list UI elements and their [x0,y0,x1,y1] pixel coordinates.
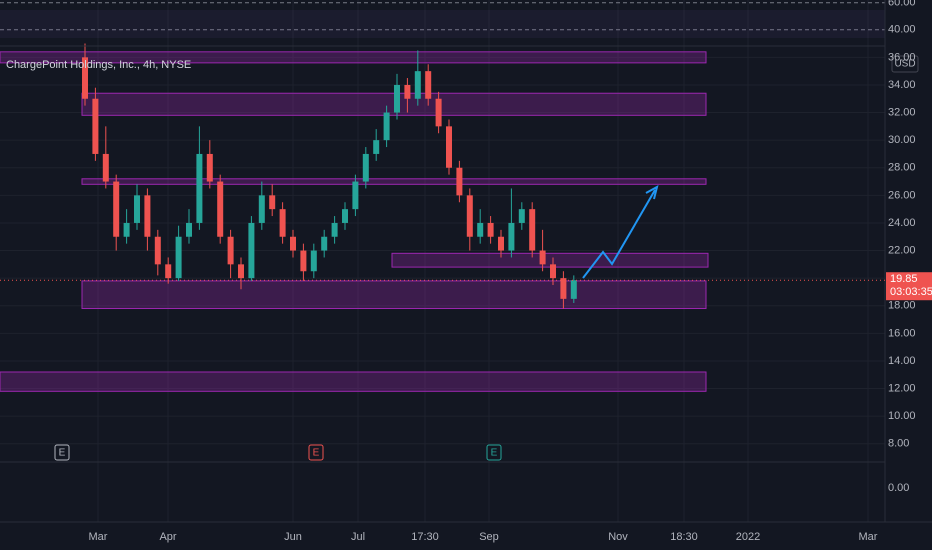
y-tick-label: 24.00 [888,217,916,229]
candle-body [383,112,390,141]
candle-body [425,71,432,99]
event-label: E [491,448,498,459]
y-tick-label: 0.00 [888,482,909,494]
y-tick-label: 40.00 [888,24,916,36]
arrow-head [645,185,659,200]
event-label: E [313,448,320,459]
candle-body [290,236,296,251]
x-tick-label: 2022 [736,531,760,543]
candle-body [248,222,255,279]
candle-body [414,71,421,99]
candle-body [529,209,536,251]
x-tick-label: Apr [159,531,176,543]
last-price-box [886,272,932,301]
candle-body [92,98,99,154]
y-tick-label: 28.00 [888,162,916,174]
candle-body [394,84,400,113]
candle-body [446,126,452,168]
candle-body [539,250,546,265]
candle-body [134,195,140,223]
event-marker[interactable] [486,444,502,461]
y-tick-label: 22.00 [888,244,916,256]
candle-body [404,84,411,99]
candle-body [154,236,161,265]
candle-body [352,181,359,210]
zone [0,371,707,392]
y-tick-label: 26.00 [888,189,916,201]
candle-body [144,195,151,237]
x-tick-label: Jun [284,531,302,543]
candle-body [102,153,109,182]
candle-body [238,264,244,279]
candle-body [82,57,88,99]
candle-body [342,209,348,223]
candle-body [217,181,224,237]
event-label: E [59,448,66,459]
y-tick-label: 34.00 [888,79,916,91]
candle-body [560,278,567,299]
candle-body [310,250,317,272]
candle-body [258,195,265,223]
y-tick-label: 18.00 [888,300,916,312]
y-tick-label: 36.00 [888,51,916,63]
candle-body [206,153,213,182]
candle-body [466,195,473,237]
candle-body [227,236,234,265]
y-tick-label: 60.00 [888,0,916,9]
y-tick-label: 8.00 [888,438,909,450]
candle-body [570,280,577,299]
x-tick-label: 17:30 [411,531,439,543]
x-tick-label: Mar [89,531,108,543]
zone [81,280,707,310]
candle-body [477,222,484,237]
y-tick-label: 10.00 [888,410,916,422]
candle-body [196,153,203,223]
rsi-band [0,10,885,38]
currency: USD [894,59,915,70]
zone [0,51,707,64]
candle-body [331,222,338,237]
candle-body [123,222,130,237]
symbol-legend: ChargePoint Holdings, Inc., 4h, NYSE [6,59,191,71]
candle-body [165,264,172,279]
event-marker[interactable] [308,444,324,461]
candle-body [456,167,463,196]
candle-body [487,222,494,237]
x-tick-label: Sep [479,531,499,543]
last-price: 19.85 [890,273,918,285]
zone [81,178,707,185]
candle-body [300,250,307,272]
candle-body [186,222,192,237]
projection-arrow [582,189,656,279]
y-tick-label: 16.00 [888,327,916,339]
y-tick-label: 12.00 [888,382,916,394]
currency-box[interactable] [891,55,919,73]
countdown: 03:03:35 [890,286,932,298]
candle-body [113,181,120,237]
candle-body [373,140,380,154]
candle-body [269,195,276,210]
candle-body [550,264,556,279]
x-tick-label: Nov [608,531,628,543]
candle-body [435,98,442,127]
y-tick-label: 30.00 [888,134,916,146]
candle-body [498,236,504,251]
candle-body [518,209,525,223]
y-tick-label: 32.00 [888,106,916,118]
x-tick-label: Jul [351,531,365,543]
candle-body [175,236,182,279]
candle-body [321,236,328,251]
candle-body [362,153,369,182]
y-tick-label: 14.00 [888,355,916,367]
candle-body [508,222,515,251]
x-tick-label: 18:30 [670,531,698,543]
x-tick-label: Mar [859,531,878,543]
event-marker[interactable] [54,444,70,461]
candle-body [279,209,286,237]
